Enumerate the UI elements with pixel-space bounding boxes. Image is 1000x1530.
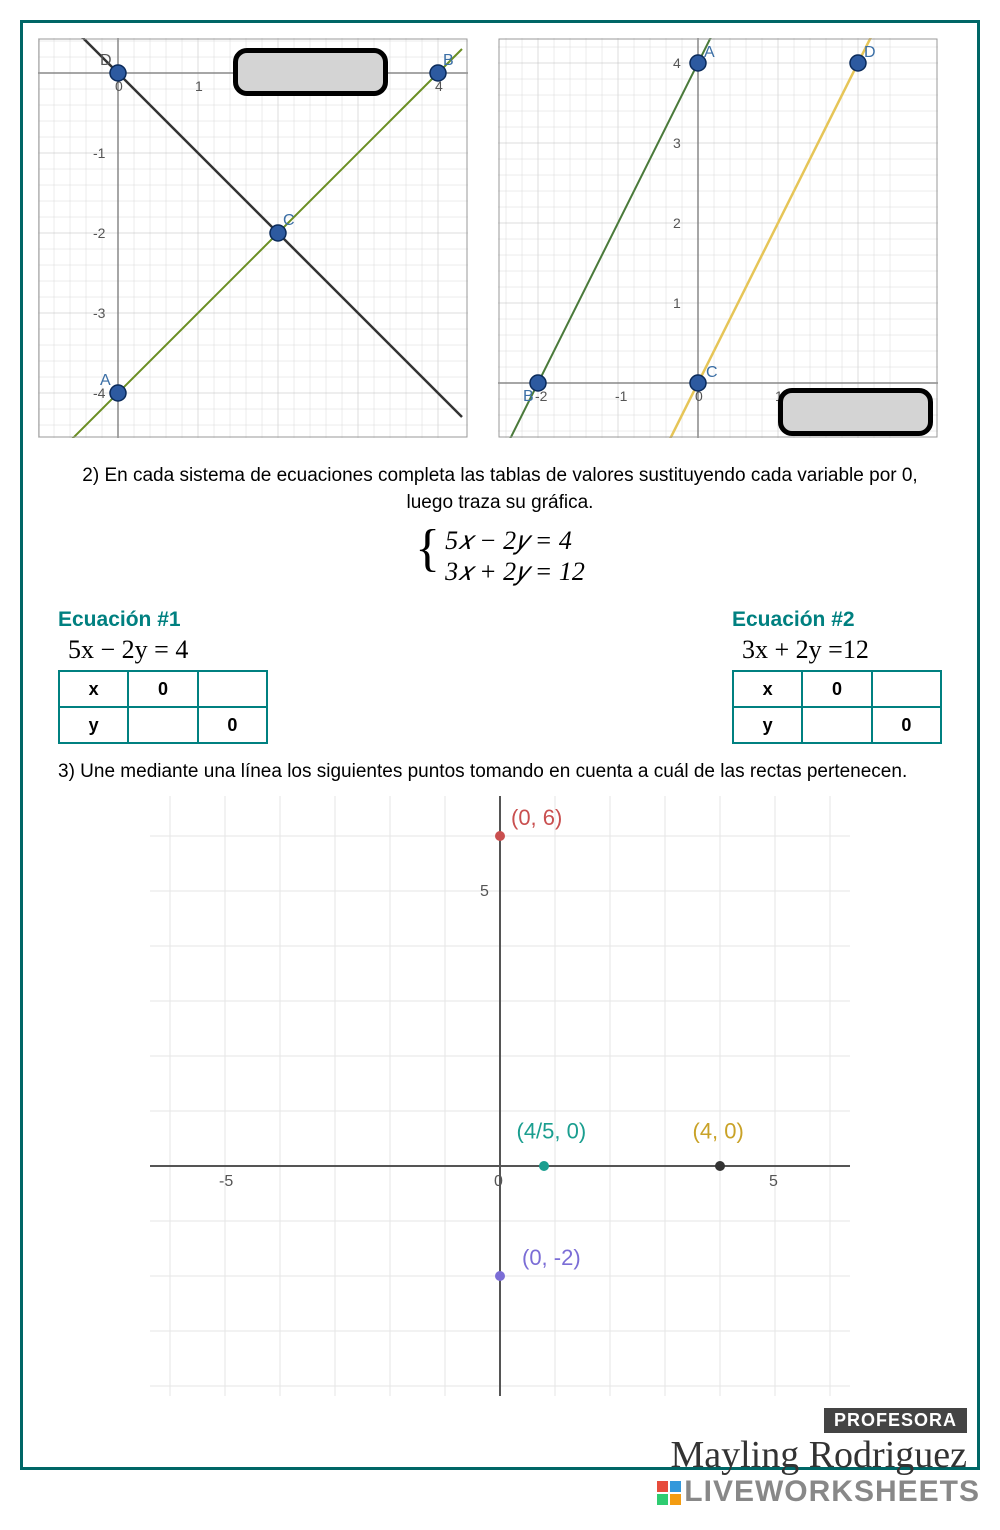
- signature-badge: PROFESORA: [824, 1408, 967, 1433]
- table-cell: y: [733, 707, 802, 743]
- eq1-title: Ecuación #1: [58, 608, 268, 632]
- signature-name: Mayling Rodriguez: [670, 1434, 967, 1476]
- question-2-text: 2) En cada sistema de ecuaciones complet…: [78, 463, 922, 516]
- svg-text:D: D: [100, 52, 112, 69]
- tables-row: Ecuación #1 5x − 2y = 4 x0y0 Ecuación #2…: [58, 608, 942, 744]
- table-cell: 0: [128, 671, 197, 707]
- table-cell: x: [59, 671, 128, 707]
- svg-text:5: 5: [480, 883, 489, 900]
- svg-text:(0, -2): (0, -2): [522, 1245, 581, 1270]
- graph-3[interactable]: -5 0 5 5 (0, 6) (4/5, 0) (4, 0) (0, -2): [150, 796, 850, 1396]
- svg-text:-1: -1: [615, 388, 628, 404]
- svg-text:1: 1: [195, 78, 203, 94]
- table-cell: y: [59, 707, 128, 743]
- svg-text:D: D: [864, 44, 876, 61]
- graph-2: -2-10121234BCAD: [498, 38, 938, 438]
- svg-text:B: B: [443, 52, 454, 69]
- equation-block-2: Ecuación #2 3x + 2y =12 x0y0: [732, 608, 942, 744]
- table-cell: 0: [872, 707, 941, 743]
- table-cell: x: [733, 671, 802, 707]
- table-cell[interactable]: [872, 671, 941, 707]
- svg-text:B: B: [523, 388, 534, 405]
- system-eq-1: 5𝑥 − 2𝑦 = 4: [445, 526, 572, 555]
- svg-text:1: 1: [673, 295, 681, 311]
- svg-text:A: A: [100, 372, 111, 389]
- svg-text:(0, 6): (0, 6): [511, 805, 562, 830]
- table-cell[interactable]: [128, 707, 197, 743]
- svg-text:-3: -3: [93, 305, 106, 321]
- table-cell[interactable]: [802, 707, 871, 743]
- system-eq-2: 3𝑥 + 2𝑦 = 12: [445, 557, 585, 586]
- signature-block: PROFESORA Mayling Rodriguez: [670, 1408, 967, 1477]
- answer-input-2[interactable]: [778, 388, 933, 436]
- svg-text:C: C: [283, 212, 295, 229]
- svg-text:-2: -2: [93, 225, 106, 241]
- svg-text:(4, 0): (4, 0): [693, 1118, 744, 1143]
- svg-text:3: 3: [673, 135, 681, 151]
- graph-2-container: -2-10121234BCAD: [498, 38, 938, 443]
- eq1-formula: 5x − 2y = 4: [58, 635, 268, 665]
- table-cell: 0: [198, 707, 267, 743]
- svg-text:-5: -5: [219, 1173, 233, 1190]
- svg-text:-1: -1: [93, 145, 106, 161]
- eq2-formula: 3x + 2y =12: [732, 635, 942, 665]
- liveworksheets-icon: [657, 1481, 681, 1505]
- svg-text:2: 2: [673, 215, 681, 231]
- equation-block-1: Ecuación #1 5x − 2y = 4 x0y0: [58, 608, 268, 744]
- equation-system: { 5𝑥 − 2𝑦 = 4 3𝑥 + 2𝑦 = 12: [38, 526, 962, 588]
- top-graphs-row: 01234-4-3-2-112DBCA -2-10121234BCAD: [38, 38, 962, 443]
- question-3-text: 3) Une mediante una línea los siguientes…: [58, 759, 942, 786]
- watermark: LIVEWORKSHEETS: [20, 1475, 980, 1509]
- svg-text:5: 5: [769, 1173, 778, 1190]
- value-table-2[interactable]: x0y0: [732, 670, 942, 744]
- eq2-title: Ecuación #2: [732, 608, 942, 632]
- watermark-text: LIVEWORKSHEETS: [684, 1475, 980, 1508]
- graph-1: 01234-4-3-2-112DBCA: [38, 38, 468, 438]
- table-cell[interactable]: [198, 671, 267, 707]
- svg-text:C: C: [706, 364, 718, 381]
- svg-text:A: A: [704, 44, 715, 61]
- value-table-1[interactable]: x0y0: [58, 670, 268, 744]
- graph-1-container: 01234-4-3-2-112DBCA: [38, 38, 468, 443]
- answer-input-1[interactable]: [233, 48, 388, 96]
- svg-text:(4/5, 0): (4/5, 0): [517, 1118, 587, 1143]
- svg-text:4: 4: [673, 55, 681, 71]
- svg-text:0: 0: [494, 1173, 503, 1190]
- worksheet-page: 01234-4-3-2-112DBCA -2-10121234BCAD 2) E…: [20, 20, 980, 1470]
- table-cell: 0: [802, 671, 871, 707]
